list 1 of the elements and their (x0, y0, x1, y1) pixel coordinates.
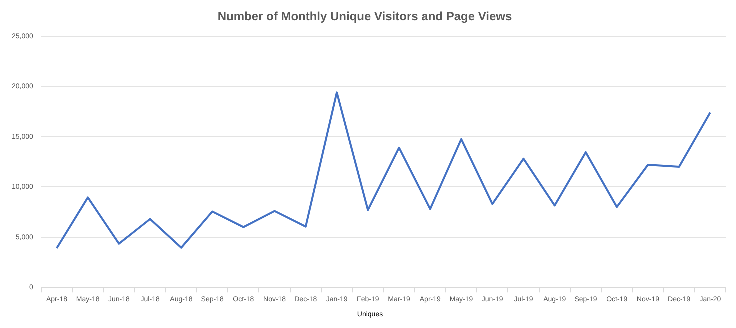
chart-title: Number of Monthly Unique Visitors and Page Views (218, 10, 512, 24)
